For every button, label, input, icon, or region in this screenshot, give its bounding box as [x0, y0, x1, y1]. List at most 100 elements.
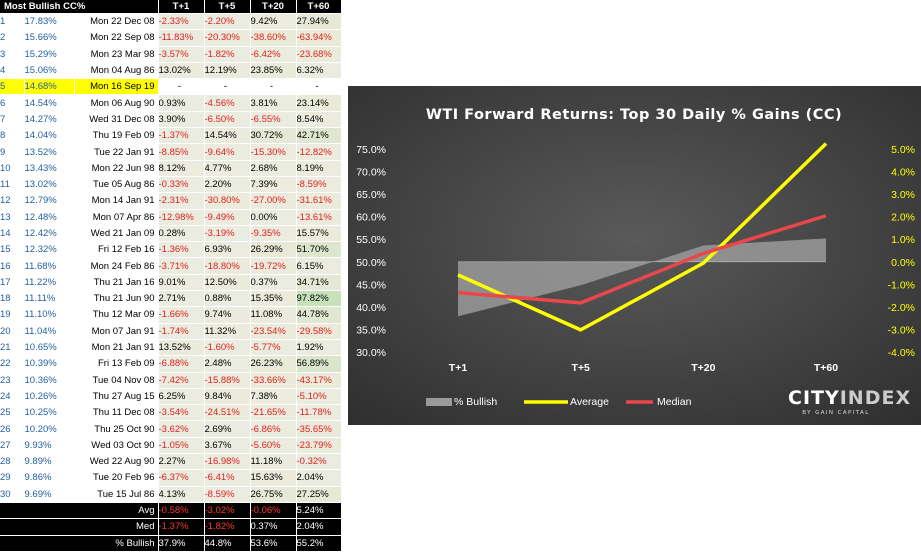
left-tick-label: 60.0%	[356, 212, 386, 224]
t60-return: -29.58%	[296, 323, 342, 340]
t1-return: -2.33%	[158, 13, 205, 31]
gain-pct: 17.83%	[24, 13, 75, 31]
t60-return: -0.32%	[296, 453, 342, 471]
table-row: 29 9.86% Tue 20 Feb 96 -6.37% -6.41% 15.63% 2.…	[0, 469, 342, 487]
t1-return: -3.71%	[158, 257, 205, 275]
t1-return: -2.31%	[158, 192, 205, 210]
t5-return: 4.77%	[204, 160, 251, 177]
date: Thu 21 Jun 90	[74, 290, 159, 308]
date: Mon 07 Apr 86	[74, 209, 159, 226]
t5-return: -15.88%	[204, 372, 251, 389]
row-index: 15	[0, 241, 25, 259]
returns-table: Most Bullish CC% T+1 T+5 T+20 T+60 1 17.8…	[0, 0, 342, 552]
t1-return: -7.42%	[158, 372, 205, 389]
table-row: 5 14.68% Mon 16 Sep 19- - - -	[0, 78, 342, 96]
date: Mon 22 Dec 08	[74, 13, 159, 31]
row-index: 2	[0, 29, 25, 47]
t20-return: -5.77%	[250, 339, 297, 357]
t1-return: -6.37%	[158, 469, 205, 487]
t5-return: -	[204, 78, 251, 96]
t60-return: 34.71%	[296, 274, 342, 292]
gain-pct: 13.52%	[24, 143, 75, 161]
gain-pct: 13.43%	[24, 160, 75, 177]
t20-return: 30.72%	[250, 127, 297, 145]
left-tick-label: 35.0%	[356, 324, 386, 336]
row-index: 19	[0, 306, 25, 324]
t20-return: 7.38%	[250, 388, 297, 406]
table-row: 9 13.52% Tue 22 Jan 91 -8.85% -9.64% -15.30% -…	[0, 143, 342, 161]
t20-return: 0.00%	[250, 209, 297, 226]
row-index: 17	[0, 274, 25, 292]
t5-return: 14.54%	[204, 127, 251, 145]
right-tick-label: 0.0%	[891, 257, 915, 269]
date: Thu 27 Aug 15	[74, 388, 159, 406]
t1-return: -11.83%	[158, 29, 205, 47]
t20-return: -23.54%	[250, 323, 297, 340]
legend-median-label: Median	[657, 396, 692, 408]
t60-return: 23.14%	[296, 94, 342, 112]
t60-return: 44.78%	[296, 306, 342, 324]
summary-value: 55.2%	[296, 535, 342, 552]
table-row: 28 9.89% Wed 22 Aug 90 2.27% -16.98% 11.18% -0…	[0, 453, 342, 471]
row-index: 29	[0, 469, 25, 487]
t60-return: 1.92%	[296, 339, 342, 357]
date: Fri 13 Feb 09	[74, 355, 159, 373]
t1-return: 0.93%	[158, 94, 205, 112]
table-row: 22 10.39% Fri 13 Feb 09 -6.88% 2.48% 26.23% 56…	[0, 355, 342, 373]
right-tick-label: 1.0%	[891, 234, 915, 246]
t60-return: -43.17%	[296, 372, 342, 389]
date: Mon 07 Jan 91	[74, 323, 159, 340]
gain-pct: 12.42%	[24, 225, 75, 243]
t5-return: -6.50%	[204, 111, 251, 129]
t20-return: -5.60%	[250, 437, 297, 455]
bullish-area	[458, 238, 826, 317]
t5-return: 2.69%	[204, 420, 251, 438]
summary-value: 53.6%	[250, 535, 297, 552]
header-t60: T+60	[296, 0, 342, 14]
table-row: 30 9.69% Tue 15 Jul 86 4.13% -8.59% 26.75% 27.…	[0, 486, 342, 503]
t1-return: -1.05%	[158, 437, 205, 455]
t20-return: 0.37%	[250, 274, 297, 292]
gain-pct: 11.68%	[24, 257, 75, 275]
x-tick-label: T+5	[571, 362, 590, 374]
summary-value: 0.37%	[250, 518, 297, 536]
t5-return: -6.41%	[204, 469, 251, 487]
logo-tagline: BY GAIN CAPITAL	[802, 410, 869, 416]
t1-return: -1.37%	[158, 127, 205, 145]
t60-return: -12.82%	[296, 143, 342, 161]
date: Thu 25 Oct 90	[74, 420, 159, 438]
date: Mon 14 Jan 91	[74, 192, 159, 210]
t1-return: -1.66%	[158, 306, 205, 324]
left-tick-label: 45.0%	[356, 279, 386, 291]
x-tick-label: T+1	[449, 362, 468, 374]
t20-return: 26.29%	[250, 241, 297, 259]
header-t1: T+1	[158, 0, 205, 14]
row-index: 1	[0, 13, 25, 31]
chart: WTI Forward Returns: Top 30 Daily % Gain…	[348, 86, 921, 425]
t5-return: -18.80%	[204, 257, 251, 275]
t5-return: 3.67%	[204, 437, 251, 455]
t60-return: -	[296, 78, 342, 96]
t1-return: -8.85%	[158, 143, 205, 161]
table-row: 18 11.11% Thu 21 Jun 90 2.71% 0.88% 15.35% 97.…	[0, 290, 342, 308]
gain-pct: 9.86%	[24, 469, 75, 487]
left-tick-label: 65.0%	[356, 189, 386, 201]
left-tick-label: 50.0%	[356, 257, 386, 269]
t60-return: -5.10%	[296, 388, 342, 406]
row-index: 8	[0, 127, 25, 145]
t20-return: -21.65%	[250, 404, 297, 422]
t60-return: 8.54%	[296, 111, 342, 129]
table-row: 12 12.79% Mon 14 Jan 91 -2.31% -30.80% -27.00…	[0, 192, 342, 210]
table-row: 10 13.43% Mon 22 Jun 98 8.12% 4.77% 2.68% 8.19…	[0, 160, 342, 177]
t5-return: -8.59%	[204, 486, 251, 503]
date: Wed 03 Oct 90	[74, 437, 159, 455]
t5-return: 2.48%	[204, 355, 251, 373]
city-index-logo: CITYINDEX BY GAIN CAPITAL	[788, 387, 910, 416]
t5-return: -1.82%	[204, 46, 251, 63]
summary-value: -1.37%	[158, 518, 205, 536]
t5-return: -24.51%	[204, 404, 251, 422]
row-index: 3	[0, 46, 25, 63]
t5-return: -9.49%	[204, 209, 251, 226]
table-row: 2 15.66% Mon 22 Sep 08 -11.83% -20.30% -38.60…	[0, 29, 342, 47]
gain-pct: 15.06%	[24, 62, 75, 80]
